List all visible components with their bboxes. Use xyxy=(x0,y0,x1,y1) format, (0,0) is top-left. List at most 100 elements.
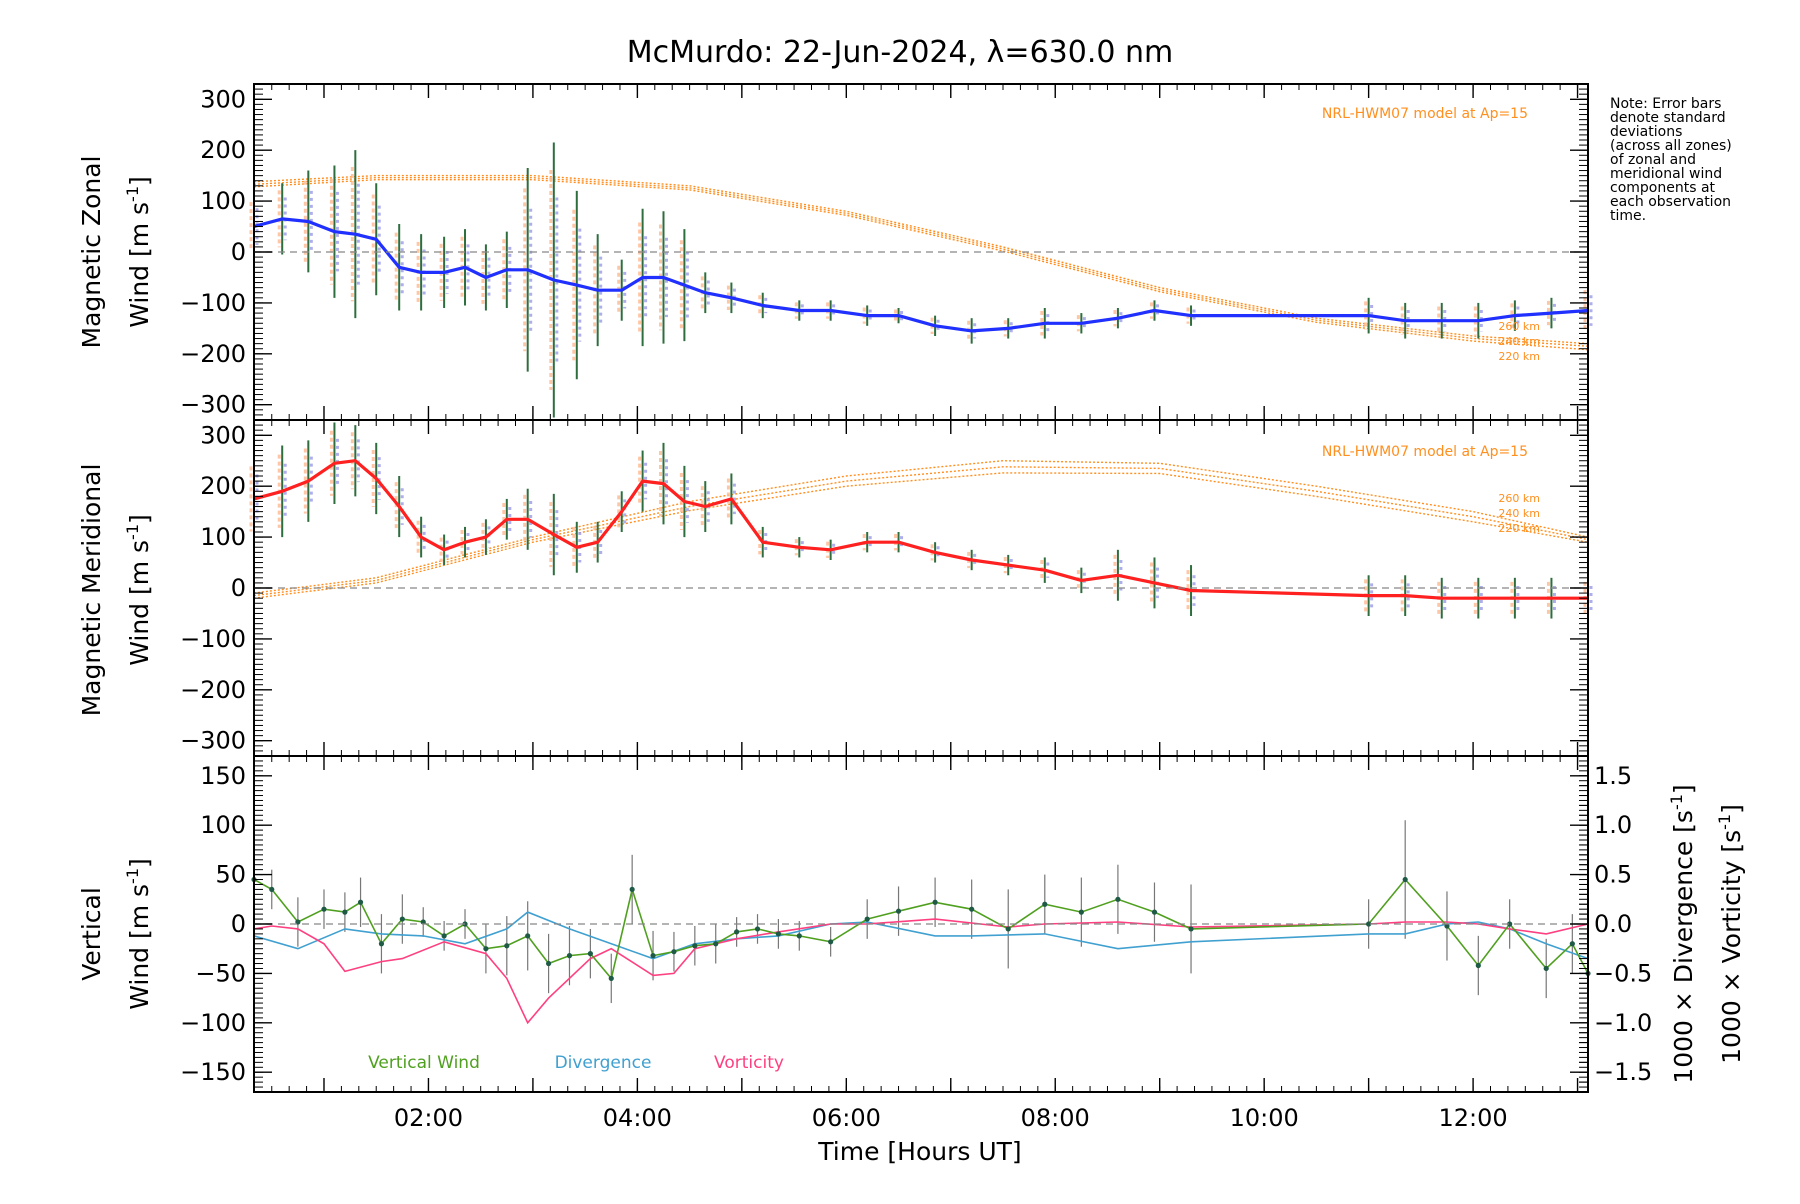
meridional-panel: 300 200 100 0 −100 −200 −300 NRL-HWM07 model a… xyxy=(77,419,1593,757)
note-line: components at xyxy=(1610,180,1716,196)
zonal-alt-220: 220 km xyxy=(1498,350,1540,363)
vertical-wind-point xyxy=(545,960,552,967)
y-tick-label: 100 xyxy=(200,811,246,839)
y2-tick-label: 0.0 xyxy=(1594,910,1632,938)
zonal-ylabel-line1: Magnetic Zonal xyxy=(77,156,106,349)
vertical-wind-point xyxy=(713,941,719,947)
vertical-wind-point xyxy=(969,906,975,912)
vertical-wind-point xyxy=(483,946,489,952)
vertical-wind-point xyxy=(629,886,635,893)
vertical-wind-point xyxy=(895,908,902,914)
y-tick-label: 0 xyxy=(231,910,246,938)
vertical-wind-point xyxy=(608,975,614,981)
model-curve-alt-240 xyxy=(253,466,1589,597)
y-tick-label: −300 xyxy=(180,391,246,419)
vertical-wind-point xyxy=(671,949,677,955)
x-tick-label: 04:00 xyxy=(603,1104,672,1132)
y2-tick-label: 1.0 xyxy=(1594,811,1632,839)
y-tick-label: 200 xyxy=(200,472,246,500)
vertical-wind-point xyxy=(378,941,385,947)
model-curve-alt-260 xyxy=(253,459,1589,594)
y-tick-label: 150 xyxy=(200,762,246,790)
vertical-wind-point xyxy=(1078,909,1084,915)
vertical-wind-point xyxy=(864,916,870,922)
note-line: (across all zones) xyxy=(1610,138,1732,154)
vertical-error-bars xyxy=(253,820,1589,1004)
vertical-wind-point xyxy=(1151,909,1158,915)
meridional-alt-220: 220 km xyxy=(1498,522,1540,535)
y-tick-label: 300 xyxy=(200,421,246,449)
vertical-wind-point xyxy=(1366,921,1372,927)
y-tick-label: −300 xyxy=(180,727,246,755)
vertical-wind-point xyxy=(525,933,531,939)
vertical-wind-point xyxy=(399,916,405,922)
zonal-error-bars xyxy=(249,142,1593,418)
y-tick-label: −200 xyxy=(180,676,246,704)
meridional-model-curves xyxy=(253,459,1589,599)
vertical-panel-series xyxy=(251,876,1591,1025)
vertical-wind-point xyxy=(1475,962,1481,969)
vertical-wind-point xyxy=(1115,896,1121,902)
divergence-line xyxy=(253,911,1589,960)
vertical-wind-point xyxy=(775,931,782,937)
y2-tick-label: −1.5 xyxy=(1594,1058,1652,1086)
vorticity-ylabel: 1000 × Vorticity [s-1] xyxy=(1715,804,1746,1064)
vertical-ylabel: Vertical Wind [m s-1] xyxy=(77,858,154,1010)
model-curve-alt-220 xyxy=(253,178,1589,351)
x-tick-label: 12:00 xyxy=(1439,1104,1508,1132)
divergence-ylabel: 1000 × Divergence [s-1] xyxy=(1667,784,1698,1083)
vertical-ylabel-line1: Vertical xyxy=(77,887,106,981)
y-tick-label: −150 xyxy=(180,1058,246,1086)
vertical-wind-point xyxy=(828,939,834,945)
y-tick-label: 100 xyxy=(200,523,246,551)
note-line: of zonal and xyxy=(1610,152,1696,168)
vertical-wind-point xyxy=(269,886,275,893)
meridional-alt-260: 260 km xyxy=(1498,492,1540,505)
legend-divergence: Divergence xyxy=(555,1053,652,1073)
zonal-model-label: NRL-HWM07 model at Ap=15 xyxy=(1322,106,1528,122)
zonal-ylabel-line2: Wind [m s-1] xyxy=(123,176,154,328)
vorticity-ylabel-text: 1000 × Vorticity [s-1] xyxy=(1715,804,1746,1064)
meridional-ylabel-line1: Magnetic Meridional xyxy=(77,464,106,717)
legend-vorticity: Vorticity xyxy=(714,1053,784,1073)
vertical-wind-point xyxy=(932,899,938,905)
zonal-model-curves xyxy=(253,174,1589,351)
y-tick-label: 200 xyxy=(200,136,246,164)
vertical-wind-point xyxy=(441,933,447,939)
y2-tick-label: −0.5 xyxy=(1594,959,1652,987)
meridional-alt-240: 240 km xyxy=(1498,507,1540,520)
zonal-panel: 300 200 100 0 −100 −200 −300 NRL-HWM07 model a… xyxy=(77,83,1593,421)
vorticity-line xyxy=(253,918,1589,1025)
divergence-ylabel-text: 1000 × Divergence [s-1] xyxy=(1667,784,1698,1083)
y-tick-label: −200 xyxy=(180,340,246,368)
x-tick-label: 08:00 xyxy=(1021,1104,1090,1132)
zonal-wind-line xyxy=(253,217,1589,333)
y2-tick-label: −1.0 xyxy=(1594,1009,1652,1037)
x-tick-label: 02:00 xyxy=(394,1104,463,1132)
y-tick-label: −50 xyxy=(195,959,246,987)
vertical-wind-point xyxy=(734,929,740,935)
legend-vertical-wind: Vertical Wind xyxy=(368,1053,480,1073)
y-tick-label: 300 xyxy=(200,85,246,113)
y-tick-label: 50 xyxy=(215,861,246,889)
note-line: denote standard xyxy=(1610,110,1726,126)
vertical-axes: 150 100 50 0 −50 −100 −150 02:00 04:00 06:00 08:00… xyxy=(180,755,1652,1132)
vertical-wind-point xyxy=(357,899,364,905)
vertical-wind-point xyxy=(420,919,426,925)
vertical-wind-point xyxy=(1402,876,1408,883)
vertical-wind-point xyxy=(1188,926,1194,932)
vertical-wind-point xyxy=(754,926,761,932)
y2-tick-label: 0.5 xyxy=(1594,861,1632,889)
vertical-wind-point xyxy=(566,953,573,959)
vertical-wind-point xyxy=(1507,921,1513,927)
y-tick-label: 0 xyxy=(231,574,246,602)
chart-title: McMurdo: 22-Jun-2024, λ=630.0 nm xyxy=(627,35,1173,70)
model-curve-alt-260 xyxy=(253,174,1589,345)
vertical-wind-point xyxy=(1444,923,1450,929)
vertical-wind-point xyxy=(321,906,327,912)
vertical-wind-point xyxy=(462,921,468,927)
vertical-panel: 150 100 50 0 −50 −100 −150 02:00 04:00 06:00 08:00… xyxy=(77,755,1746,1166)
note-line: deviations xyxy=(1610,124,1682,140)
